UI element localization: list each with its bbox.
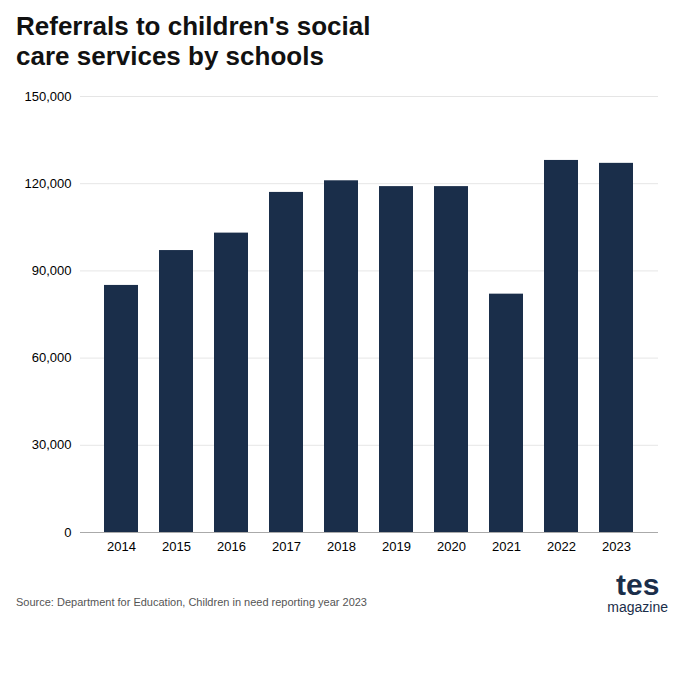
- svg-text:2016: 2016: [217, 539, 246, 554]
- html-text:care services by schools: care services by schools: [16, 40, 324, 71]
- svg-text:60,000: 60,000: [32, 350, 72, 365]
- svg-text:120,000: 120,000: [25, 176, 72, 191]
- svg-text:2021: 2021: [492, 539, 521, 554]
- html-text:Referrals to children's social: Referrals to children's social: [16, 11, 371, 41]
- svg-text:2019: 2019: [382, 539, 411, 554]
- svg-text:0: 0: [64, 524, 71, 539]
- svg-text:150,000: 150,000: [25, 88, 72, 103]
- html-text:Source: Department for Educati: Source: Department for Education, Childr…: [16, 595, 367, 608]
- svg-text:30,000: 30,000: [32, 437, 72, 452]
- html-text:tes: tes: [616, 567, 660, 601]
- svg-text:2022: 2022: [547, 539, 576, 554]
- svg-text:2023: 2023: [602, 539, 631, 554]
- svg-text:2020: 2020: [437, 539, 466, 554]
- html-text:magazine: magazine: [607, 598, 668, 615]
- svg-text:2014: 2014: [107, 539, 136, 554]
- svg-text:2015: 2015: [162, 539, 191, 554]
- svg-text:90,000: 90,000: [32, 263, 72, 278]
- svg-text:2018: 2018: [327, 539, 356, 554]
- svg-text:2017: 2017: [272, 539, 301, 554]
